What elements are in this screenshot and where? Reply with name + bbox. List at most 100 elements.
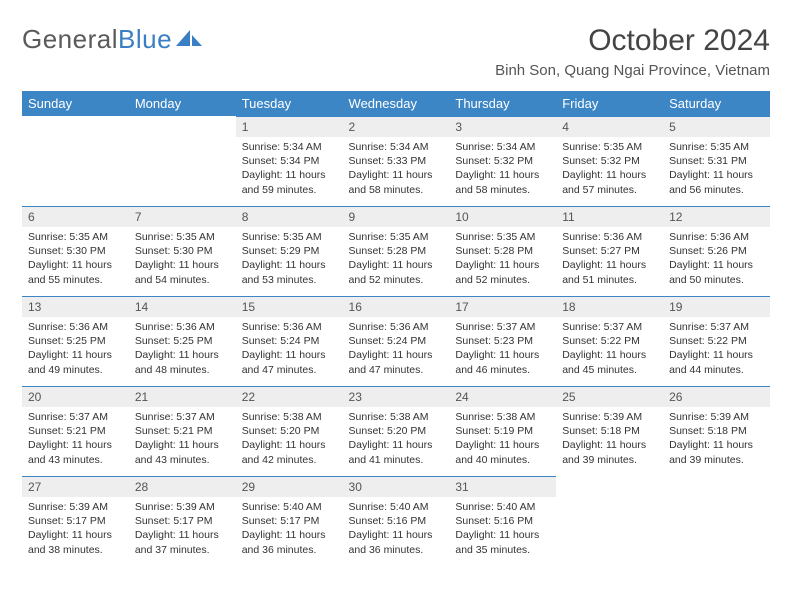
calendar-cell: 21Sunrise: 5:37 AMSunset: 5:21 PMDayligh… [129, 386, 236, 476]
calendar-cell: 31Sunrise: 5:40 AMSunset: 5:16 PMDayligh… [449, 476, 556, 566]
calendar-cell: 30Sunrise: 5:40 AMSunset: 5:16 PMDayligh… [343, 476, 450, 566]
calendar-cell: 26Sunrise: 5:39 AMSunset: 5:18 PMDayligh… [663, 386, 770, 476]
calendar-cell: 1Sunrise: 5:34 AMSunset: 5:34 PMDaylight… [236, 116, 343, 206]
day-details: Sunrise: 5:36 AMSunset: 5:24 PMDaylight:… [343, 317, 450, 383]
day-number: 26 [663, 386, 770, 407]
calendar-thead: SundayMondayTuesdayWednesdayThursdayFrid… [22, 91, 770, 116]
calendar-cell [22, 116, 129, 206]
month-title: October 2024 [495, 24, 770, 58]
day-details: Sunrise: 5:37 AMSunset: 5:23 PMDaylight:… [449, 317, 556, 383]
calendar-cell: 17Sunrise: 5:37 AMSunset: 5:23 PMDayligh… [449, 296, 556, 386]
day-details: Sunrise: 5:37 AMSunset: 5:21 PMDaylight:… [129, 407, 236, 473]
day-details: Sunrise: 5:37 AMSunset: 5:22 PMDaylight:… [556, 317, 663, 383]
day-number: 6 [22, 206, 129, 227]
day-number: 15 [236, 296, 343, 317]
calendar-cell: 23Sunrise: 5:38 AMSunset: 5:20 PMDayligh… [343, 386, 450, 476]
day-details: Sunrise: 5:36 AMSunset: 5:25 PMDaylight:… [22, 317, 129, 383]
calendar-cell: 7Sunrise: 5:35 AMSunset: 5:30 PMDaylight… [129, 206, 236, 296]
calendar-cell [663, 476, 770, 566]
day-details: Sunrise: 5:39 AMSunset: 5:17 PMDaylight:… [22, 497, 129, 563]
calendar-table: SundayMondayTuesdayWednesdayThursdayFrid… [22, 91, 770, 566]
day-details: Sunrise: 5:39 AMSunset: 5:18 PMDaylight:… [663, 407, 770, 473]
calendar-cell: 2Sunrise: 5:34 AMSunset: 5:33 PMDaylight… [343, 116, 450, 206]
day-number: 27 [22, 476, 129, 497]
day-number: 2 [343, 116, 450, 137]
day-number: 20 [22, 386, 129, 407]
day-number: 29 [236, 476, 343, 497]
day-number: 24 [449, 386, 556, 407]
weekday-header: Friday [556, 91, 663, 116]
calendar-cell: 9Sunrise: 5:35 AMSunset: 5:28 PMDaylight… [343, 206, 450, 296]
day-number: 14 [129, 296, 236, 317]
day-number: 3 [449, 116, 556, 137]
logo-text-2: Blue [118, 24, 172, 55]
day-details: Sunrise: 5:35 AMSunset: 5:28 PMDaylight:… [449, 227, 556, 293]
day-number: 13 [22, 296, 129, 317]
calendar-cell: 27Sunrise: 5:39 AMSunset: 5:17 PMDayligh… [22, 476, 129, 566]
day-number: 8 [236, 206, 343, 227]
calendar-cell: 24Sunrise: 5:38 AMSunset: 5:19 PMDayligh… [449, 386, 556, 476]
calendar-cell: 14Sunrise: 5:36 AMSunset: 5:25 PMDayligh… [129, 296, 236, 386]
day-number: 18 [556, 296, 663, 317]
logo-text-1: General [22, 24, 118, 55]
calendar-cell: 12Sunrise: 5:36 AMSunset: 5:26 PMDayligh… [663, 206, 770, 296]
day-number: 22 [236, 386, 343, 407]
day-details: Sunrise: 5:35 AMSunset: 5:30 PMDaylight:… [129, 227, 236, 293]
day-details: Sunrise: 5:35 AMSunset: 5:32 PMDaylight:… [556, 137, 663, 203]
calendar-cell: 5Sunrise: 5:35 AMSunset: 5:31 PMDaylight… [663, 116, 770, 206]
weekday-header-row: SundayMondayTuesdayWednesdayThursdayFrid… [22, 91, 770, 116]
day-number: 19 [663, 296, 770, 317]
day-details: Sunrise: 5:34 AMSunset: 5:34 PMDaylight:… [236, 137, 343, 203]
calendar-cell [129, 116, 236, 206]
day-number: 4 [556, 116, 663, 137]
day-details: Sunrise: 5:34 AMSunset: 5:33 PMDaylight:… [343, 137, 450, 203]
calendar-cell: 6Sunrise: 5:35 AMSunset: 5:30 PMDaylight… [22, 206, 129, 296]
weekday-header: Wednesday [343, 91, 450, 116]
day-details: Sunrise: 5:35 AMSunset: 5:31 PMDaylight:… [663, 137, 770, 203]
day-details: Sunrise: 5:38 AMSunset: 5:20 PMDaylight:… [236, 407, 343, 473]
page-header: GeneralBlue October 2024 Binh Son, Quang… [22, 24, 770, 79]
day-details: Sunrise: 5:36 AMSunset: 5:24 PMDaylight:… [236, 317, 343, 383]
day-number: 30 [343, 476, 450, 497]
day-details: Sunrise: 5:39 AMSunset: 5:17 PMDaylight:… [129, 497, 236, 563]
day-details: Sunrise: 5:34 AMSunset: 5:32 PMDaylight:… [449, 137, 556, 203]
weekday-header: Tuesday [236, 91, 343, 116]
day-number: 12 [663, 206, 770, 227]
calendar-cell: 29Sunrise: 5:40 AMSunset: 5:17 PMDayligh… [236, 476, 343, 566]
day-details: Sunrise: 5:36 AMSunset: 5:25 PMDaylight:… [129, 317, 236, 383]
day-number: 16 [343, 296, 450, 317]
day-details: Sunrise: 5:36 AMSunset: 5:26 PMDaylight:… [663, 227, 770, 293]
day-details: Sunrise: 5:40 AMSunset: 5:16 PMDaylight:… [449, 497, 556, 563]
day-details: Sunrise: 5:35 AMSunset: 5:29 PMDaylight:… [236, 227, 343, 293]
day-number: 23 [343, 386, 450, 407]
day-number: 28 [129, 476, 236, 497]
weekday-header: Monday [129, 91, 236, 116]
calendar-cell: 10Sunrise: 5:35 AMSunset: 5:28 PMDayligh… [449, 206, 556, 296]
calendar-body: 1Sunrise: 5:34 AMSunset: 5:34 PMDaylight… [22, 116, 770, 566]
day-details: Sunrise: 5:40 AMSunset: 5:17 PMDaylight:… [236, 497, 343, 563]
day-details: Sunrise: 5:37 AMSunset: 5:22 PMDaylight:… [663, 317, 770, 383]
day-details: Sunrise: 5:35 AMSunset: 5:28 PMDaylight:… [343, 227, 450, 293]
calendar-cell: 8Sunrise: 5:35 AMSunset: 5:29 PMDaylight… [236, 206, 343, 296]
day-number: 5 [663, 116, 770, 137]
day-number: 25 [556, 386, 663, 407]
day-number: 11 [556, 206, 663, 227]
calendar-cell: 11Sunrise: 5:36 AMSunset: 5:27 PMDayligh… [556, 206, 663, 296]
day-details: Sunrise: 5:39 AMSunset: 5:18 PMDaylight:… [556, 407, 663, 473]
logo-sail-icon [176, 24, 202, 55]
calendar-cell: 16Sunrise: 5:36 AMSunset: 5:24 PMDayligh… [343, 296, 450, 386]
calendar-cell: 20Sunrise: 5:37 AMSunset: 5:21 PMDayligh… [22, 386, 129, 476]
calendar-cell: 4Sunrise: 5:35 AMSunset: 5:32 PMDaylight… [556, 116, 663, 206]
weekday-header: Saturday [663, 91, 770, 116]
day-details: Sunrise: 5:36 AMSunset: 5:27 PMDaylight:… [556, 227, 663, 293]
day-details: Sunrise: 5:38 AMSunset: 5:20 PMDaylight:… [343, 407, 450, 473]
calendar-week-row: 6Sunrise: 5:35 AMSunset: 5:30 PMDaylight… [22, 206, 770, 296]
day-number: 9 [343, 206, 450, 227]
day-details: Sunrise: 5:38 AMSunset: 5:19 PMDaylight:… [449, 407, 556, 473]
calendar-cell [556, 476, 663, 566]
calendar-cell: 25Sunrise: 5:39 AMSunset: 5:18 PMDayligh… [556, 386, 663, 476]
calendar-cell: 18Sunrise: 5:37 AMSunset: 5:22 PMDayligh… [556, 296, 663, 386]
calendar-cell: 13Sunrise: 5:36 AMSunset: 5:25 PMDayligh… [22, 296, 129, 386]
calendar-cell: 19Sunrise: 5:37 AMSunset: 5:22 PMDayligh… [663, 296, 770, 386]
location-subtitle: Binh Son, Quang Ngai Province, Vietnam [495, 62, 770, 79]
